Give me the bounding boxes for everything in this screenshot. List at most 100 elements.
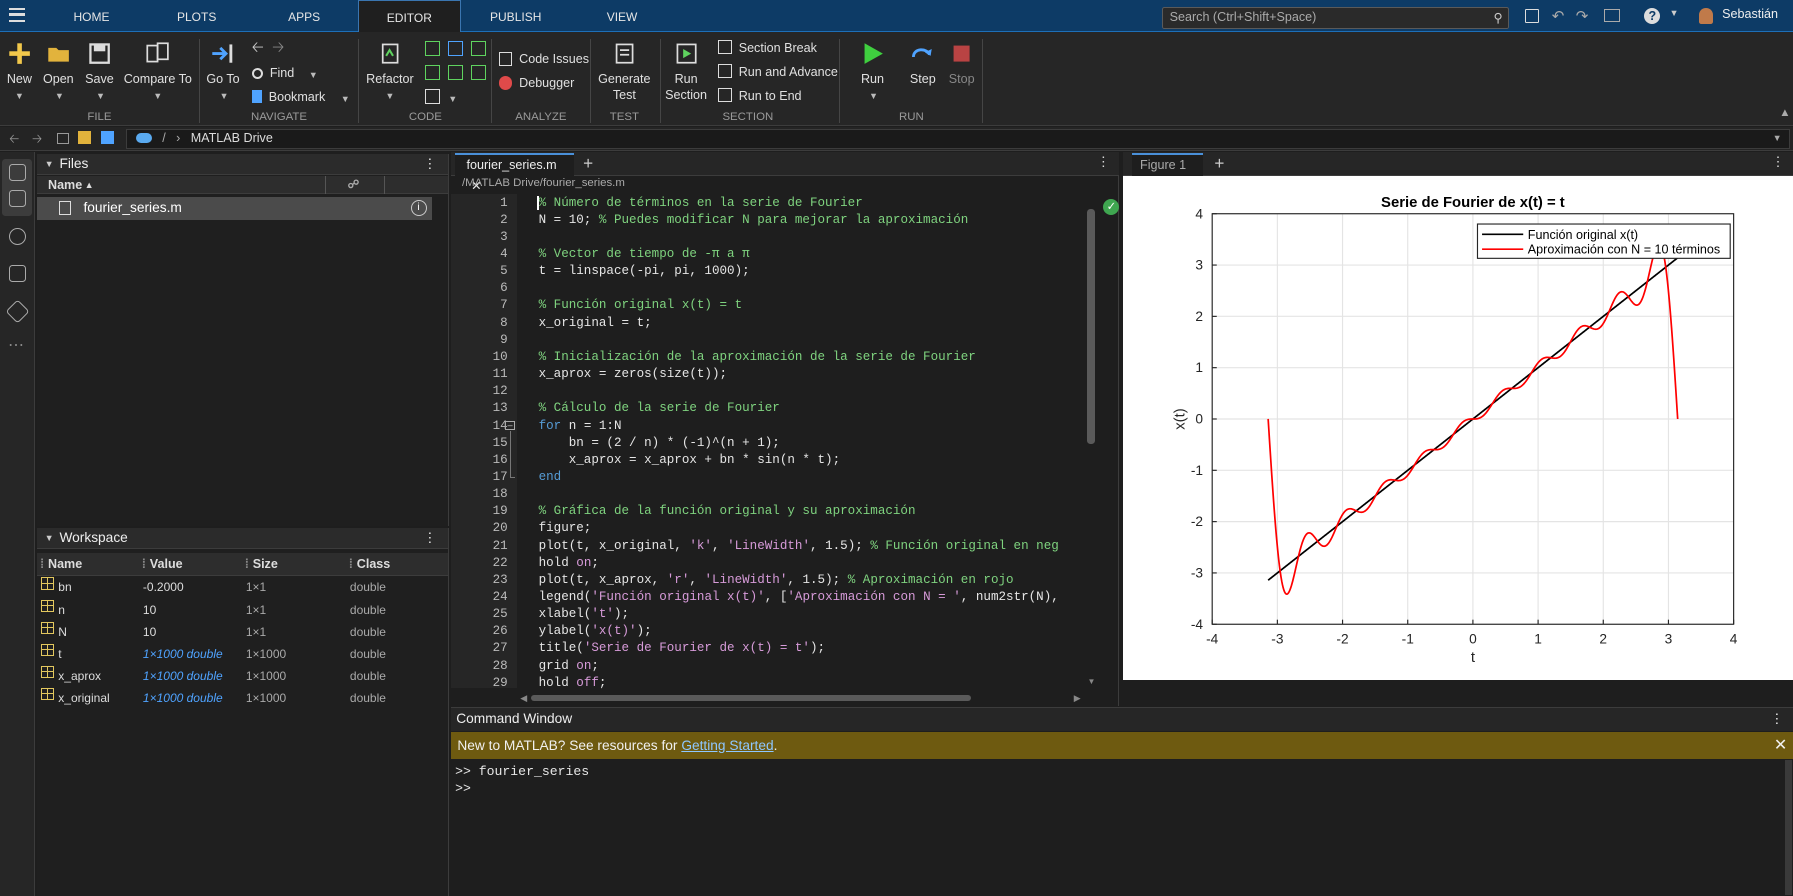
file-row[interactable]: fourier_series.m i xyxy=(36,196,433,220)
comment-icon[interactable] xyxy=(425,41,441,57)
line-number[interactable]: 29 xyxy=(492,675,508,690)
run-section-button[interactable]: Run Section xyxy=(663,41,709,103)
new-figure-icon[interactable]: + xyxy=(1214,153,1225,174)
command-menu-icon[interactable]: ⋮ xyxy=(1770,710,1784,726)
user-name[interactable]: Sebastián xyxy=(1722,6,1778,21)
redo-icon[interactable]: ↷ xyxy=(1575,8,1589,25)
line-number[interactable]: 26 xyxy=(492,624,508,639)
code-more-dropdown-icon[interactable]: ▼ xyxy=(448,93,458,104)
line-number[interactable]: 23 xyxy=(492,572,508,587)
code-line[interactable]: ylabel('x(t)'); xyxy=(539,624,652,638)
code-line[interactable]: % Vector de tiempo de -π a π xyxy=(539,247,750,261)
ws-name-column[interactable]: Name xyxy=(48,557,83,572)
outdent-icon[interactable] xyxy=(471,65,486,81)
stop-button[interactable]: Stop xyxy=(945,41,979,87)
line-number[interactable]: 10 xyxy=(492,349,508,364)
line-number[interactable]: 13 xyxy=(492,401,508,416)
compare-dropdown-icon[interactable]: ▼ xyxy=(153,91,163,102)
save-dropdown-icon[interactable]: ▼ xyxy=(96,91,106,102)
line-number[interactable]: 24 xyxy=(492,590,508,605)
code-line[interactable]: legend('Función original x(t)', ['Aproxi… xyxy=(539,590,1059,604)
run-dropdown-icon[interactable]: ▼ xyxy=(869,91,879,102)
code-line[interactable]: hold off; xyxy=(539,676,607,690)
help-icon[interactable]: ? xyxy=(1644,8,1661,24)
code-line[interactable]: for n = 1:N xyxy=(539,419,622,433)
fourier-plot[interactable]: -4 -3 -2 -1 0 1 2 3 4 -4 -3 -2 -1 0 1 2 3 4 t x(t) Serie de … xyxy=(1123,176,1793,680)
code-line[interactable]: xlabel('t'); xyxy=(539,607,629,621)
tab-home[interactable]: HOME xyxy=(73,10,110,24)
code-line[interactable]: grid on; xyxy=(539,659,599,673)
indent-icon[interactable] xyxy=(448,65,464,81)
help-dropdown-icon[interactable]: ▼ xyxy=(1669,8,1679,18)
bookmark-dropdown-icon[interactable]: ▼ xyxy=(340,93,350,104)
format-icon[interactable] xyxy=(425,89,441,105)
line-number[interactable]: 16 xyxy=(492,452,508,467)
new-tab-icon[interactable]: + xyxy=(583,153,594,174)
line-number[interactable]: 15 xyxy=(492,435,508,450)
info-icon[interactable]: i xyxy=(410,200,427,217)
undo-icon[interactable]: ↶ xyxy=(1551,8,1565,25)
code-issues-button[interactable]: Code Issues xyxy=(498,50,589,68)
vertical-scrollbar[interactable] xyxy=(1087,209,1096,444)
path-dropdown-icon[interactable]: ▼ xyxy=(1772,133,1782,144)
close-tab-icon[interactable]: ✕ xyxy=(471,178,482,193)
path-field[interactable]: / › MATLAB Drive ▼ xyxy=(125,129,1790,149)
path-root[interactable]: / xyxy=(162,131,166,146)
scroll-left-icon[interactable]: ◀ xyxy=(520,692,528,703)
workspace-row[interactable]: bn -0.2000 1×1 double xyxy=(37,577,449,599)
line-number[interactable]: 1 xyxy=(500,195,508,210)
find-files-icon[interactable] xyxy=(9,227,27,245)
code-line[interactable]: x_aprox = x_aprox + bn * sin(n * t); xyxy=(539,453,840,467)
back-nav-icon[interactable]: 🡠 xyxy=(9,132,20,147)
line-number[interactable]: 19 xyxy=(492,504,508,519)
line-number[interactable]: 20 xyxy=(492,521,508,536)
line-number[interactable]: 28 xyxy=(492,658,508,673)
command-scrollbar[interactable] xyxy=(1784,760,1792,896)
line-number[interactable]: 11 xyxy=(492,367,508,382)
collapse-ribbon-icon[interactable]: ▲ xyxy=(1779,107,1791,120)
line-number[interactable]: 3 xyxy=(500,229,508,244)
find-dropdown-icon[interactable]: ▼ xyxy=(308,69,318,80)
code-line[interactable]: x_original = t; xyxy=(539,316,652,330)
figure-menu-icon[interactable]: ⋮ xyxy=(1771,154,1785,170)
search-input[interactable]: Search (Ctrl+Shift+Space) ⚲ xyxy=(1161,6,1510,29)
run-advance-button[interactable]: Run and Advance xyxy=(718,63,838,81)
horizontal-scrollbar[interactable] xyxy=(530,695,971,701)
ws-value-column[interactable]: Value xyxy=(149,557,183,572)
open-dropdown-icon[interactable]: ▼ xyxy=(54,91,64,102)
close-banner-icon[interactable]: ✕ xyxy=(1773,736,1788,754)
line-number[interactable]: 6 xyxy=(500,281,508,296)
back-arrow-icon[interactable]: 🡠 xyxy=(251,39,264,56)
code-line[interactable]: x_aprox = zeros(size(t)); xyxy=(539,367,727,381)
goto-button[interactable]: Go To xyxy=(206,41,240,87)
code-line[interactable]: figure; xyxy=(539,521,592,535)
line-number[interactable]: 22 xyxy=(492,555,508,570)
workspace-row[interactable]: t 1×1000 double 1×1000 double xyxy=(37,643,449,666)
code-line[interactable]: plot(t, x_original, 'k', 'LineWidth', 1.… xyxy=(539,539,1059,553)
figure-tab[interactable]: Figure 1 ✕ xyxy=(1132,153,1203,193)
code-line[interactable]: % Función original x(t) = t xyxy=(539,298,743,312)
ws-class-column[interactable]: Class xyxy=(356,557,391,572)
line-number[interactable]: 8 xyxy=(500,315,508,330)
drive-folder-icon[interactable] xyxy=(100,131,115,145)
find-button[interactable]: Find xyxy=(251,64,294,82)
files-icon[interactable] xyxy=(9,163,27,181)
line-number[interactable]: 27 xyxy=(492,641,508,656)
tab-apps[interactable]: APPS xyxy=(288,10,321,24)
code-line[interactable]: plot(t, x_aprox, 'r', 'LineWidth', 1.5);… xyxy=(539,573,1014,587)
up-folder-icon[interactable] xyxy=(57,132,69,145)
workspace-icon[interactable] xyxy=(9,189,27,207)
workspace-row[interactable]: x_aprox 1×1000 double 1×1000 double xyxy=(37,665,449,688)
line-number[interactable]: 9 xyxy=(500,332,508,347)
collapse-icon[interactable]: ▼ xyxy=(44,159,54,170)
forward-arrow-icon[interactable]: 🡢 xyxy=(272,39,285,56)
menu-icon[interactable] xyxy=(9,8,26,22)
forward-nav-icon[interactable]: 🡢 xyxy=(32,132,43,147)
getting-started-link[interactable]: Getting Started xyxy=(681,737,774,753)
run-button[interactable]: Run xyxy=(855,41,889,87)
code-line[interactable]: t = linspace(-pi, pi, 1000); xyxy=(539,264,750,278)
generate-test-button[interactable]: Generate Test xyxy=(595,41,654,103)
code-line[interactable]: hold on; xyxy=(539,556,599,570)
compare-button[interactable]: Compare To xyxy=(121,41,194,87)
line-number[interactable]: 17 xyxy=(492,469,508,484)
